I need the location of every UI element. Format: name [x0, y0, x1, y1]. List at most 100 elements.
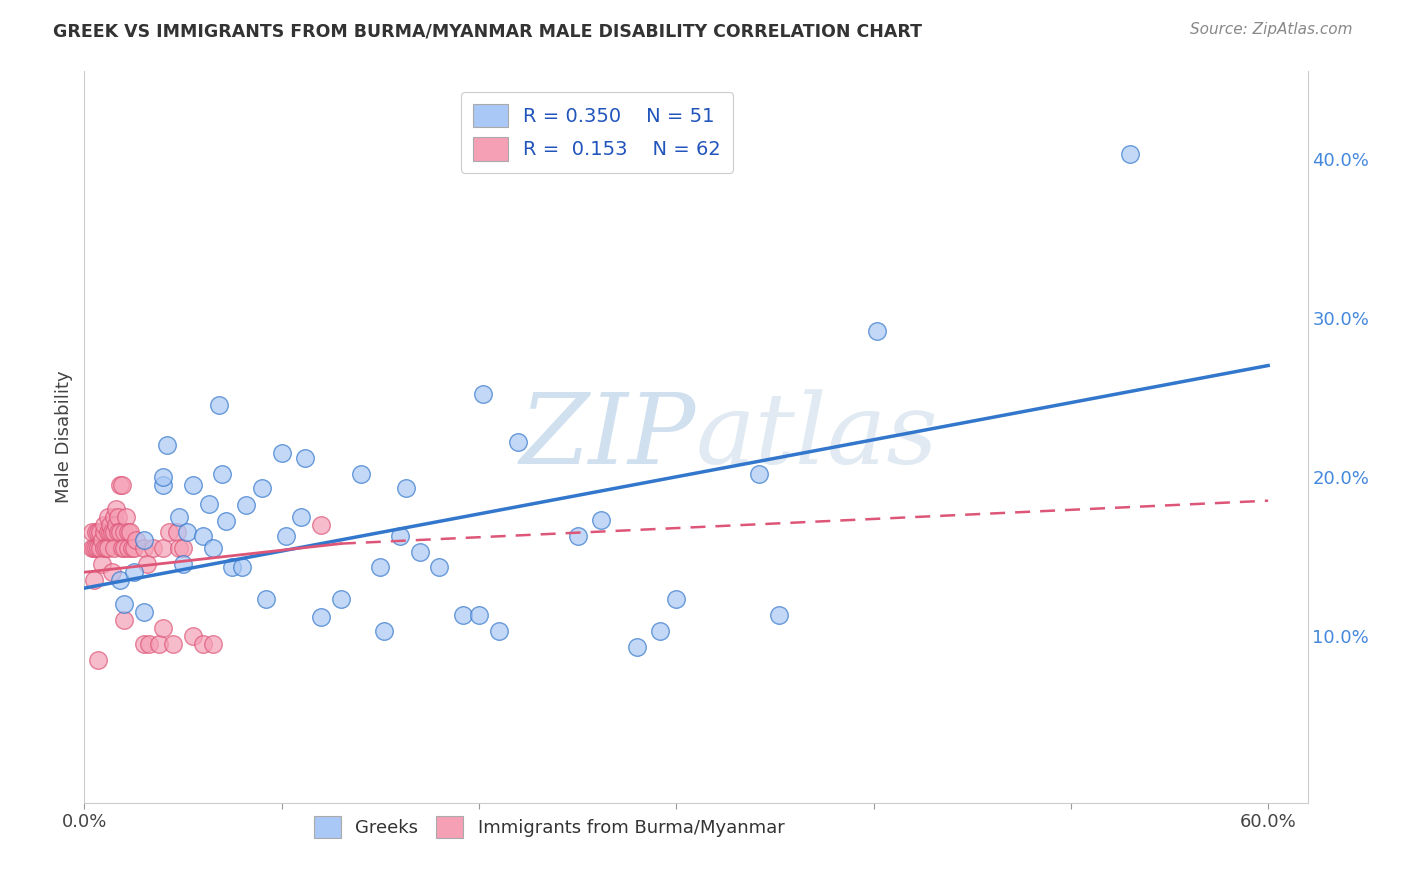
Point	[132, 637, 155, 651]
Point	[191, 637, 214, 651]
Point	[82, 525, 104, 540]
Point	[148, 637, 170, 651]
Point	[152, 621, 174, 635]
Point	[167, 509, 190, 524]
Point	[471, 387, 494, 401]
Point	[84, 541, 107, 556]
Point	[104, 501, 127, 516]
Point	[270, 446, 292, 460]
Point	[97, 509, 120, 524]
Point	[748, 467, 770, 481]
Point	[87, 541, 110, 556]
Point	[112, 541, 135, 556]
Text: ZIP: ZIP	[520, 390, 696, 484]
Point	[665, 592, 688, 607]
Point	[122, 566, 145, 580]
Point	[142, 541, 165, 556]
Point	[451, 608, 474, 623]
Point	[132, 533, 155, 548]
Point	[97, 525, 120, 540]
Point	[104, 517, 127, 532]
Point	[567, 529, 589, 543]
Point	[172, 558, 194, 572]
Point	[108, 477, 131, 491]
Point	[93, 517, 115, 532]
Point	[207, 398, 229, 412]
Point	[409, 544, 432, 558]
Point	[112, 525, 135, 540]
Point	[211, 467, 233, 481]
Point	[329, 592, 352, 607]
Point	[94, 541, 117, 556]
Point	[91, 558, 114, 572]
Point	[117, 541, 139, 556]
Point	[866, 324, 889, 338]
Point	[89, 541, 111, 556]
Point	[138, 637, 160, 651]
Point	[83, 541, 105, 556]
Point	[103, 525, 125, 540]
Point	[167, 541, 190, 556]
Point	[111, 541, 134, 556]
Point	[768, 608, 790, 623]
Point	[114, 509, 136, 524]
Point	[107, 509, 129, 524]
Point	[250, 481, 273, 495]
Point	[152, 477, 174, 491]
Point	[152, 541, 174, 556]
Point	[215, 514, 238, 528]
Point	[254, 592, 277, 607]
Point	[197, 497, 219, 511]
Point	[591, 513, 613, 527]
Point	[368, 560, 391, 574]
Point	[101, 525, 124, 540]
Point	[294, 450, 316, 465]
Point	[83, 573, 105, 587]
Point	[112, 613, 135, 627]
Point	[157, 525, 180, 540]
Point	[98, 525, 121, 540]
Point	[1119, 147, 1142, 161]
Point	[103, 509, 125, 524]
Point	[98, 517, 121, 532]
Point	[103, 541, 125, 556]
Point	[309, 517, 332, 532]
Point	[166, 525, 188, 540]
Text: GREEK VS IMMIGRANTS FROM BURMA/MYANMAR MALE DISABILITY CORRELATION CHART: GREEK VS IMMIGRANTS FROM BURMA/MYANMAR M…	[53, 22, 922, 40]
Point	[93, 541, 115, 556]
Point	[488, 624, 510, 638]
Y-axis label: Male Disability: Male Disability	[55, 371, 73, 503]
Point	[191, 529, 214, 543]
Point	[290, 509, 312, 524]
Point	[235, 499, 257, 513]
Point	[132, 605, 155, 619]
Text: atlas: atlas	[696, 390, 939, 484]
Point	[87, 653, 110, 667]
Point	[124, 533, 146, 548]
Point	[84, 525, 107, 540]
Point	[181, 477, 204, 491]
Point	[389, 529, 412, 543]
Point	[231, 560, 253, 574]
Point	[108, 573, 131, 587]
Point	[395, 481, 418, 495]
Point	[152, 470, 174, 484]
Point	[349, 467, 371, 481]
Point	[650, 624, 672, 638]
Point	[172, 541, 194, 556]
Point	[468, 608, 491, 623]
Point	[108, 525, 131, 540]
Point	[93, 525, 115, 540]
Point	[201, 637, 224, 651]
Point	[91, 533, 114, 548]
Point	[121, 541, 143, 556]
Point	[429, 560, 451, 574]
Text: Source: ZipAtlas.com: Source: ZipAtlas.com	[1189, 22, 1353, 37]
Point	[112, 597, 135, 611]
Point	[82, 541, 104, 556]
Point	[87, 525, 110, 540]
Point	[373, 624, 395, 638]
Point	[122, 541, 145, 556]
Point	[181, 629, 204, 643]
Point	[571, 101, 593, 115]
